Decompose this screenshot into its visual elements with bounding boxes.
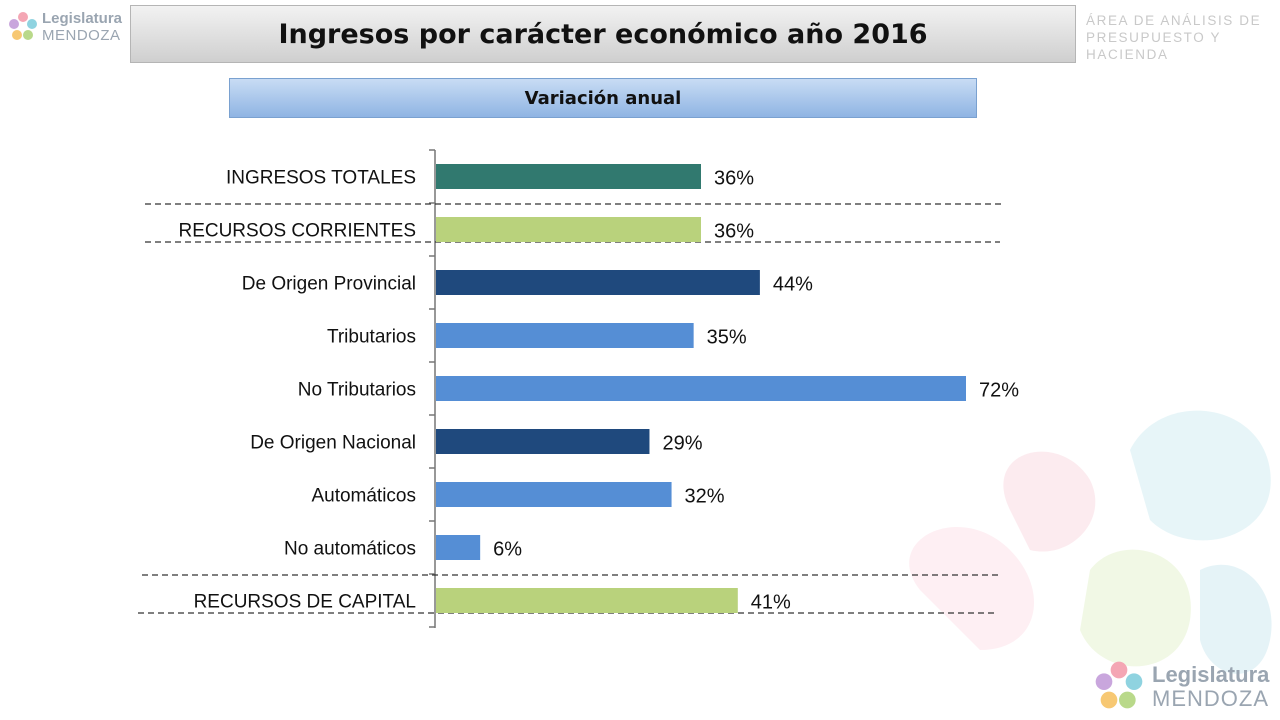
- logo-name-line2: MENDOZA: [42, 27, 121, 44]
- logo-name-line1: Legislatura: [42, 10, 123, 27]
- data-label: 41%: [751, 592, 791, 614]
- data-label: 6%: [493, 539, 522, 561]
- subtitle-banner: Variación anual: [229, 78, 977, 118]
- data-label: 36%: [714, 168, 754, 190]
- category-label: De Origen Provincial: [242, 274, 416, 295]
- data-label: 72%: [979, 380, 1019, 402]
- bar: [436, 535, 481, 560]
- bar: [436, 588, 738, 613]
- data-label: 44%: [773, 274, 813, 296]
- data-label: 32%: [685, 486, 725, 508]
- category-label: No automáticos: [284, 539, 416, 560]
- flower-logo-icon: [9, 12, 37, 40]
- bar: [436, 270, 760, 295]
- area-label-line2: PRESUPUESTO Y HACIENDA: [1086, 30, 1221, 62]
- bar: [436, 429, 650, 454]
- page-title: Ingresos por carácter económico año 2016: [278, 18, 928, 50]
- bar: [436, 482, 672, 507]
- category-label: RECURSOS CORRIENTES: [178, 221, 416, 242]
- bar: [436, 323, 694, 348]
- area-label: ÁREA DE ANÁLISIS DE PRESUPUESTO Y HACIEN…: [1086, 12, 1276, 63]
- category-label: INGRESOS TOTALES: [226, 168, 416, 189]
- data-label: 29%: [662, 433, 702, 455]
- chart-subtitle: Variación anual: [524, 87, 682, 109]
- bar: [436, 376, 966, 401]
- category-label: RECURSOS DE CAPITAL: [194, 592, 416, 613]
- legislatura-logo-top: Legislatura MENDOZA: [8, 8, 123, 44]
- bar: [436, 217, 701, 242]
- logo-name-line2: MENDOZA: [1152, 686, 1269, 711]
- legislatura-logo-bottom: Legislatura MENDOZA: [1092, 658, 1272, 714]
- category-label: Automáticos: [311, 486, 416, 507]
- category-label: No Tributarios: [298, 380, 416, 401]
- background-decoration: [909, 410, 1272, 674]
- category-label: Tributarios: [327, 327, 416, 348]
- title-banner: Ingresos por carácter económico año 2016: [130, 5, 1076, 63]
- area-label-line1: ÁREA DE ANÁLISIS DE: [1086, 13, 1262, 28]
- data-label: 35%: [707, 327, 747, 349]
- bar: [436, 164, 701, 189]
- logo-name-line1: Legislatura: [1152, 662, 1270, 687]
- category-label: De Origen Nacional: [250, 433, 416, 454]
- data-label: 36%: [714, 221, 754, 243]
- flower-logo-icon: [1095, 661, 1143, 709]
